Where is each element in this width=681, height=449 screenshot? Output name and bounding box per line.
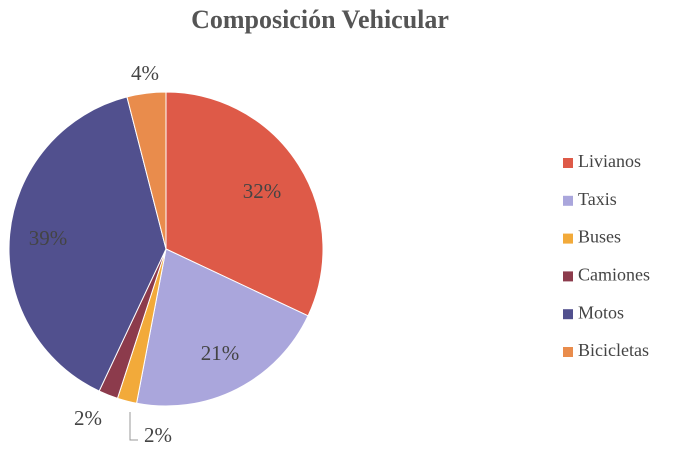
data-label: 32% <box>243 179 282 203</box>
leader-line <box>129 412 138 441</box>
legend-swatch <box>563 271 573 282</box>
pie-slice <box>135 248 309 407</box>
data-label: 39% <box>29 226 68 250</box>
legend-label: Buses <box>578 227 621 247</box>
data-label: 2% <box>74 406 102 430</box>
data-label: 4% <box>131 61 159 85</box>
legend-label: Motos <box>578 302 624 322</box>
legend-label: Taxis <box>578 189 617 209</box>
legend-swatch <box>563 195 573 206</box>
data-label: 21% <box>201 341 240 365</box>
legend-label: Bicicletas <box>578 340 649 360</box>
legend-swatch <box>563 347 573 357</box>
legend-swatch <box>563 233 573 244</box>
pie-slice <box>8 96 167 392</box>
legend-label: Camiones <box>578 265 650 285</box>
legend-label: Livianos <box>578 151 641 171</box>
chart-title: Composición Vehicular <box>191 5 449 34</box>
legend-swatch <box>563 158 573 168</box>
data-label: 2% <box>144 423 172 447</box>
legend-swatch <box>563 309 573 320</box>
pie-slice <box>165 91 324 317</box>
pie-slice <box>126 91 167 250</box>
